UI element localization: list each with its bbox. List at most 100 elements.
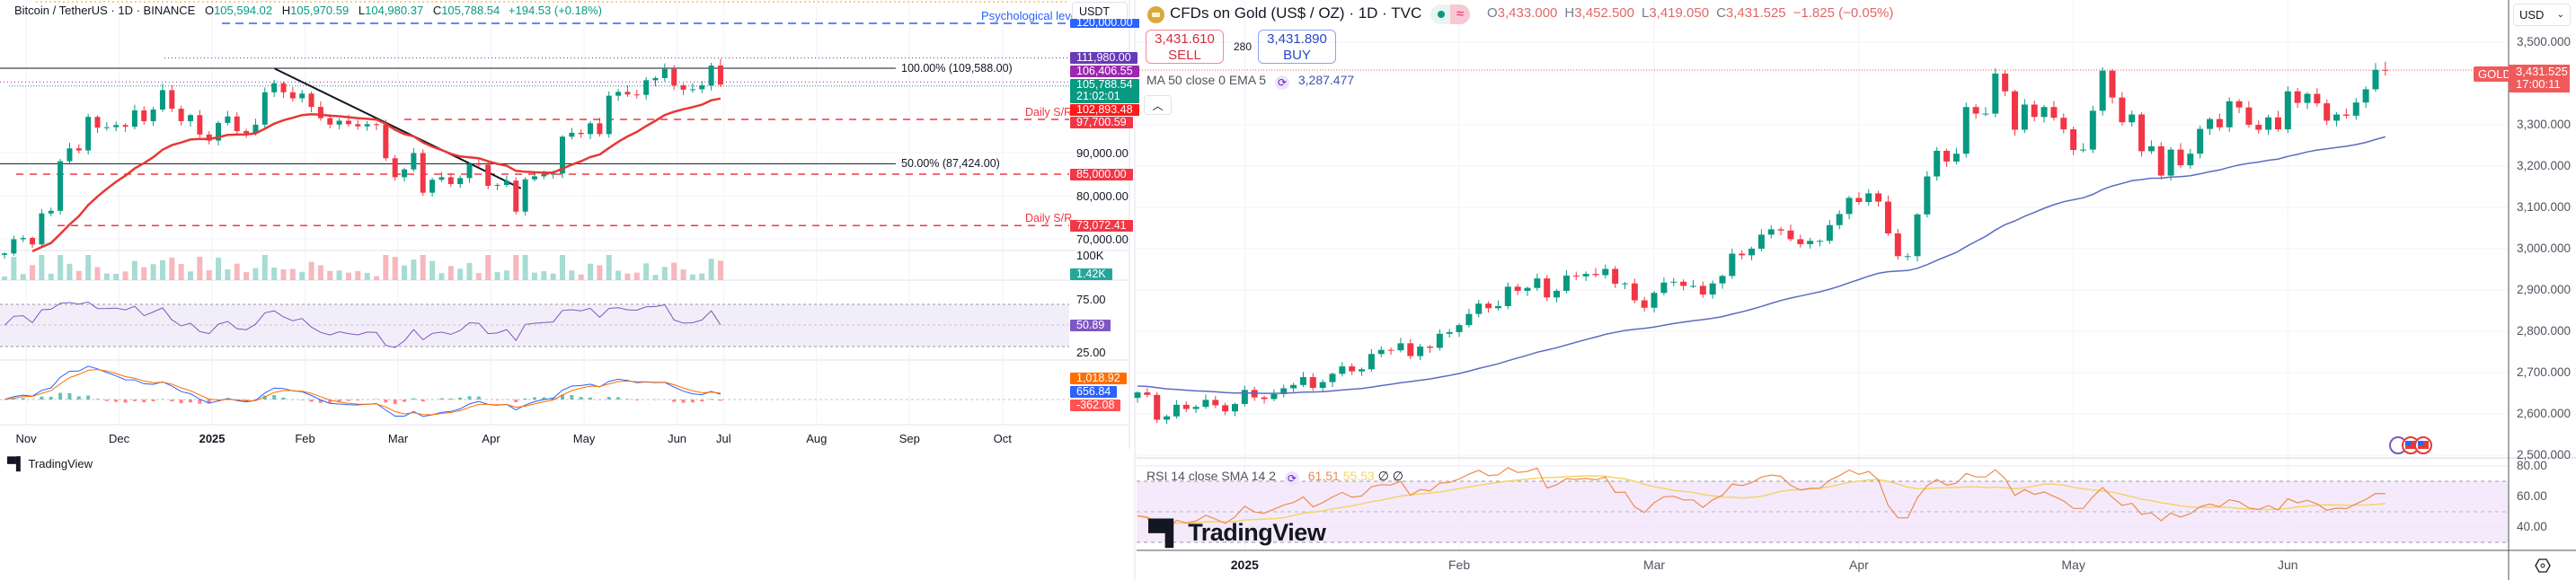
candle-body <box>261 92 268 125</box>
candle-body <box>1680 281 1687 286</box>
daily-sr-label-lower[interactable]: Daily S/R <box>1025 212 1073 224</box>
refresh-icon[interactable]: ⟳ <box>1274 75 1289 90</box>
rsi-tick: 60.00 <box>2517 489 2547 503</box>
price-tick: 3,000.000 <box>2517 242 2572 255</box>
volume-bar <box>569 270 575 280</box>
volume-bar <box>485 255 491 280</box>
high-label: H <box>1564 5 1575 21</box>
fib-100-label[interactable]: 100.00% (109,588.00) <box>901 62 1013 75</box>
candle-body <box>2362 89 2369 103</box>
currency-dropdown[interactable]: USD ⌄ <box>2513 4 2571 26</box>
candle-body <box>2 253 7 255</box>
fib-50-label[interactable]: 50.00% (87,424.00) <box>901 157 1000 170</box>
candle-body <box>1699 286 1706 295</box>
volume-bar <box>402 265 408 280</box>
macd-histogram-bar <box>207 400 211 404</box>
price-tick: 90,000.00 <box>1076 146 1129 160</box>
tradingview-logo-text: TradingView <box>1188 519 1326 546</box>
refresh-icon[interactable]: ⟳ <box>1284 471 1299 486</box>
volume-bar <box>503 270 509 280</box>
settings-hexagon-icon[interactable] <box>2535 558 2551 573</box>
gold-title[interactable]: CFDs on Gold (US$ / OZ) · 1D · TVC <box>1170 4 1422 22</box>
candle-body <box>1446 331 1453 334</box>
time-label: May <box>572 432 596 445</box>
candle-body <box>169 90 175 110</box>
volume-bar <box>85 255 92 280</box>
macd-histogram-bar <box>532 397 536 400</box>
candle-body <box>1924 176 1931 215</box>
rsi-legend[interactable]: RSI 14 close SMA 14 2 ⟳ 61.51 55.53 ∅ ∅ <box>1146 469 1403 486</box>
volume-bar <box>103 273 110 280</box>
candle-body <box>2012 91 2018 130</box>
candle-body <box>569 132 575 137</box>
volume-bar <box>494 272 500 280</box>
candle-body <box>2089 110 2096 150</box>
macd-histogram-bar <box>448 398 453 400</box>
candle-body <box>2342 114 2350 116</box>
candle-body <box>1182 404 1190 409</box>
candle-body <box>1544 278 1551 298</box>
candle-body <box>447 177 454 185</box>
candle-body <box>485 164 491 186</box>
volume-bar <box>122 271 128 280</box>
candle-body <box>2002 73 2009 92</box>
psychological-level-label[interactable]: Psychological level <box>981 9 1080 22</box>
currency-button[interactable]: USDT <box>1072 2 1128 22</box>
high-label: H <box>281 4 291 17</box>
volume-bar <box>206 269 212 280</box>
btc-symbol[interactable]: Bitcoin / TetherUS · 1D · BINANCE <box>14 4 196 17</box>
volume-bar <box>178 264 184 280</box>
volume-bar <box>299 271 305 280</box>
volume-bar <box>717 260 723 280</box>
candle-body <box>475 163 482 165</box>
time-label: Mar <box>387 432 409 445</box>
candle-body <box>1836 214 1843 225</box>
macd-histogram-bar <box>142 400 146 403</box>
market-status-pill[interactable]: ≈ <box>1430 4 1470 24</box>
candle-body <box>345 120 351 125</box>
time-label: 2025 <box>1230 558 1259 572</box>
volume-bar <box>689 274 695 280</box>
price-tag-high: 111,980.00 <box>1070 52 1138 64</box>
time-label: Dec <box>108 432 130 445</box>
candle-body <box>1144 392 1151 395</box>
volume-bar <box>466 262 473 280</box>
candle-body <box>1622 283 1628 285</box>
price-tick: 3,500.000 <box>2517 35 2572 48</box>
collapse-legend-button[interactable]: ︿ <box>1144 95 1172 115</box>
candle-body <box>2129 114 2136 123</box>
volume-bar <box>652 275 659 280</box>
candle-body <box>2109 70 2116 98</box>
candle-body <box>1504 286 1511 306</box>
rsi-tick: 25.00 <box>1076 346 1106 359</box>
us-flag-event-icon[interactable] <box>2389 436 2432 454</box>
volume-bar <box>513 255 519 280</box>
macd-histogram-bar <box>439 398 444 400</box>
candle-body <box>271 83 278 92</box>
volume-bar <box>624 273 631 280</box>
candle-body <box>466 163 473 179</box>
candle-body <box>1855 198 1863 203</box>
candle-body <box>597 123 603 135</box>
ma-legend[interactable]: MA 50 close 0 EMA 5 ⟳ 3,287.477 <box>1146 73 1354 90</box>
symbol-tag: GOLD <box>2474 66 2516 82</box>
rsi-value: 61.51 <box>1307 469 1340 483</box>
close-label: C <box>1716 5 1726 21</box>
macd-histogram-bar <box>561 394 564 400</box>
candle-body <box>420 153 426 193</box>
candle-body <box>615 92 622 96</box>
tradingview-logo[interactable]: ▀▌ TradingView <box>7 456 93 470</box>
candle-body <box>2352 102 2359 116</box>
daily-sr-label-upper[interactable]: Daily S/R <box>1025 106 1073 119</box>
volume-bar <box>141 267 147 280</box>
macd-histogram-bar <box>681 400 686 403</box>
candle-body <box>225 116 231 123</box>
candle-body <box>1485 303 1492 309</box>
tradingview-logo-icon: ▀▌ <box>1148 519 1182 546</box>
buy-button[interactable]: 3,431.890 BUY <box>1258 30 1336 64</box>
sell-button[interactable]: 3,431.610 SELL <box>1146 30 1224 64</box>
volume-bar <box>159 259 165 280</box>
candle-body <box>48 210 54 214</box>
candle-body <box>503 180 509 185</box>
